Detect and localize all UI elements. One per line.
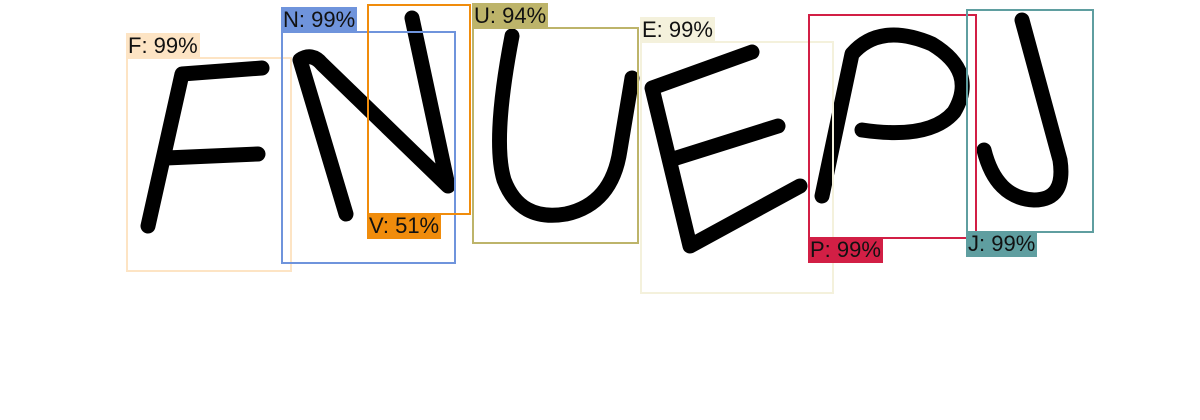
label-v: V: 51%	[367, 213, 442, 239]
bbox-v	[367, 4, 471, 215]
label-p: P: 99%	[808, 237, 883, 263]
label-n: N: 99%	[281, 7, 358, 33]
glyph-u	[492, 28, 640, 223]
bbox-u	[472, 27, 639, 244]
label-f: F: 99%	[126, 33, 200, 59]
glyph-e	[644, 44, 808, 254]
bbox-p	[808, 14, 977, 239]
glyph-n	[292, 10, 456, 222]
glyph-p	[814, 27, 970, 204]
glyph-f	[140, 60, 270, 234]
label-u: U: 94%	[472, 3, 549, 29]
glyph-j	[976, 12, 1069, 208]
label-j: J: 99%	[966, 231, 1038, 257]
bbox-f	[126, 57, 292, 272]
bbox-j	[966, 9, 1094, 233]
label-e: E: 99%	[640, 17, 715, 43]
bbox-e	[640, 41, 834, 294]
